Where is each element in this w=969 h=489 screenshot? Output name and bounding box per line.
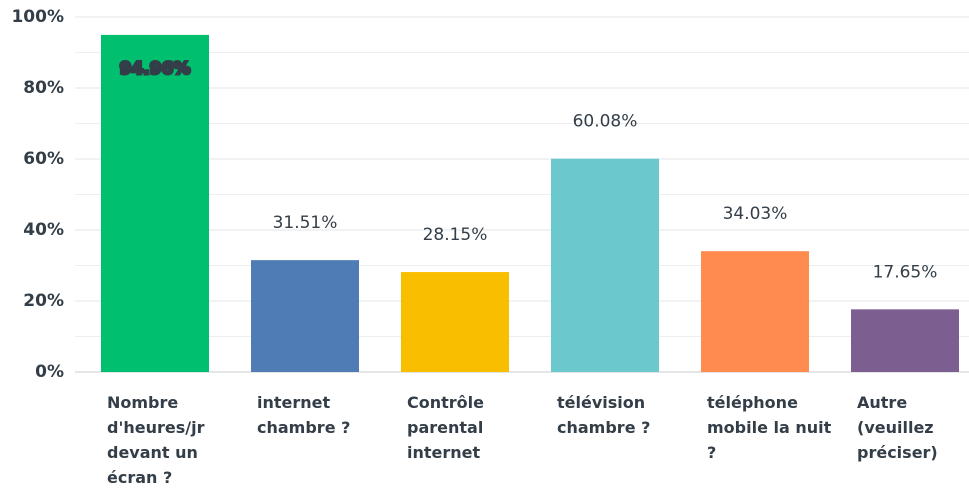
bar <box>251 260 359 372</box>
data-label: 94.96% <box>120 59 191 79</box>
y-tick-label: 60% <box>23 149 64 169</box>
bar <box>101 34 209 372</box>
y-tick-label: 40% <box>23 220 64 240</box>
x-tick-label: téléphone mobile la nuit ? <box>707 393 832 462</box>
y-tick-label: 0% <box>35 362 64 382</box>
data-label: 31.51% <box>273 213 338 233</box>
data-label: 17.65% <box>873 262 938 282</box>
data-label: 60.08% <box>573 112 638 132</box>
y-tick-label: 100% <box>11 7 64 27</box>
bar <box>851 309 959 372</box>
bar <box>551 158 659 372</box>
y-tick-label: 80% <box>23 78 64 98</box>
bar <box>401 272 509 372</box>
x-tick-label: Autre (veuillez préciser) <box>857 393 938 462</box>
x-tick-label: Contrôle parental internet <box>407 393 484 462</box>
x-tick-label: Nombre d'heures/jr devant un écran ? <box>107 393 205 487</box>
bar <box>701 251 809 372</box>
data-label: 28.15% <box>423 225 488 245</box>
data-label: 34.03% <box>723 204 788 224</box>
x-tick-label: internet chambre ? <box>257 393 351 437</box>
y-tick-label: 20% <box>23 291 64 311</box>
x-tick-label: télévision chambre ? <box>557 393 651 437</box>
